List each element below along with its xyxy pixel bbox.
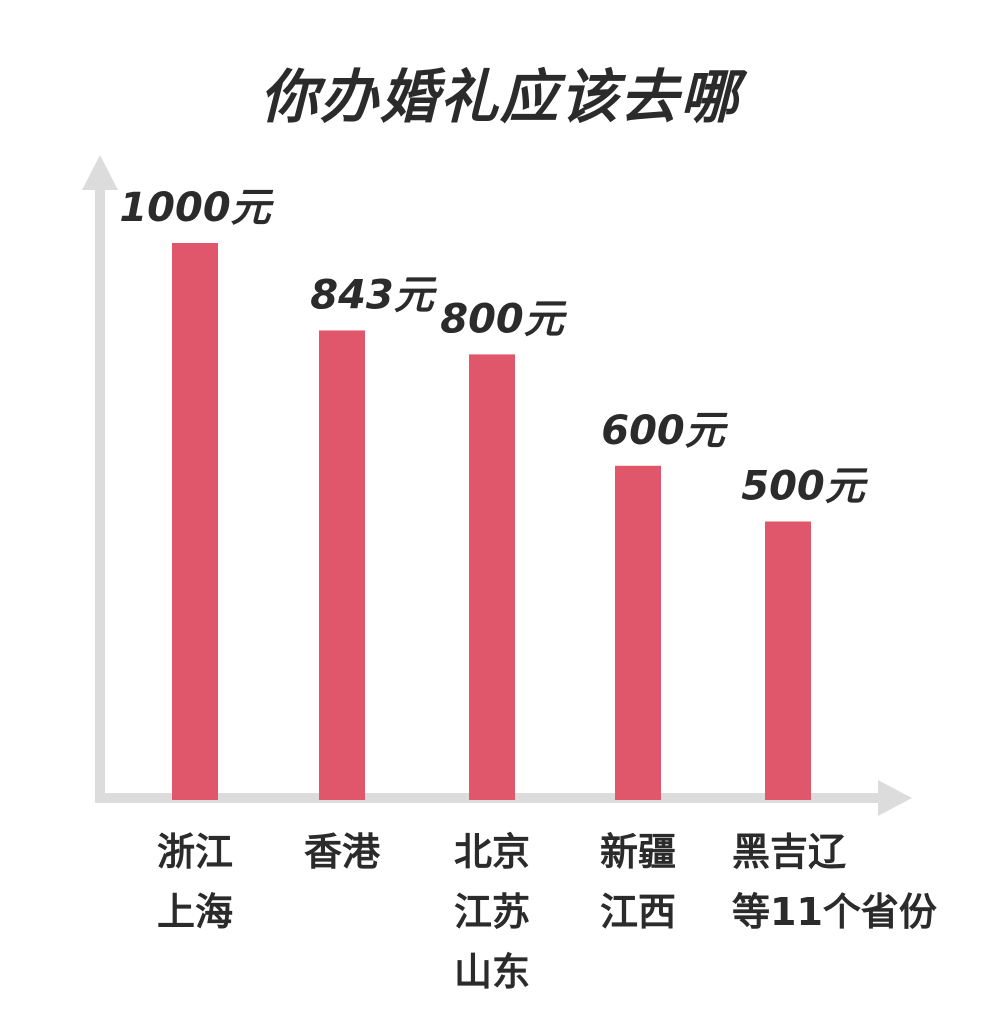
category-label: 江西	[600, 890, 676, 934]
bar	[469, 354, 515, 800]
bar-value-label: 1000元	[119, 185, 274, 231]
category-label: 新疆	[600, 830, 676, 874]
bar-value-label: 843元	[310, 272, 437, 318]
chart-title: 你办婚礼应该去哪	[259, 63, 740, 131]
bars-group	[172, 243, 811, 800]
bar	[615, 465, 661, 800]
bar-value-label: 600元	[601, 408, 728, 454]
category-label: 上海	[157, 890, 233, 934]
category-label: 黑吉辽	[732, 830, 846, 874]
bar	[319, 330, 365, 800]
category-label: 浙江	[157, 830, 233, 874]
category-label: 北京	[454, 830, 530, 874]
x-axis-arrow	[878, 780, 912, 816]
bar-value-label: 800元	[440, 296, 567, 342]
category-label: 江苏	[454, 890, 530, 934]
bar-value-label: 500元	[741, 464, 868, 510]
category-label: 香港	[304, 830, 381, 874]
bar	[765, 521, 811, 800]
category-label: 等11个省份	[732, 890, 937, 934]
bar	[172, 243, 218, 800]
category-label: 山东	[454, 950, 530, 994]
y-axis-arrow	[82, 155, 118, 190]
